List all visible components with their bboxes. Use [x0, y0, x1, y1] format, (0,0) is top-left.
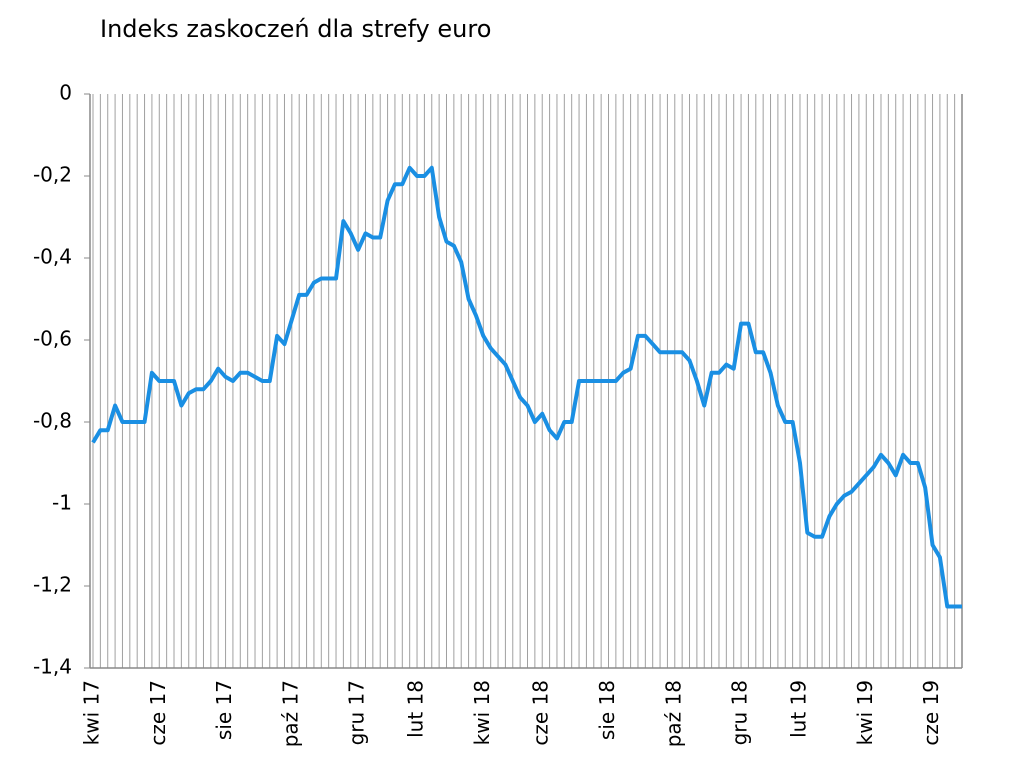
- chart-title: Indeks zaskoczeń dla strefy euro: [100, 15, 491, 43]
- x-tick-label: cze 19: [919, 680, 943, 746]
- y-tick-label: -0,2: [33, 163, 72, 187]
- x-tick-label: kwi 19: [853, 680, 877, 745]
- y-tick-label: -1,2: [33, 573, 72, 597]
- y-tick-label: -0,6: [33, 327, 72, 351]
- y-tick-label: -1: [52, 491, 72, 515]
- x-tick-label: gru 18: [728, 680, 752, 745]
- y-tick-label: -1,4: [33, 655, 72, 679]
- x-tick-label: kwi 17: [80, 680, 104, 745]
- y-tick-label: -0,4: [33, 245, 72, 269]
- x-tick-label: gru 17: [345, 680, 369, 745]
- x-tick-label: paź 17: [278, 680, 302, 747]
- x-tick-label: sie 17: [212, 680, 236, 740]
- x-tick-label: kwi 18: [470, 680, 494, 745]
- x-tick-label: paź 18: [661, 680, 685, 747]
- x-tick-label: cze 17: [146, 680, 170, 746]
- x-tick-label: lut 18: [404, 680, 428, 738]
- x-tick-label: sie 18: [595, 680, 619, 740]
- data-line: [91, 165, 962, 609]
- y-tick-label: -0,8: [33, 409, 72, 433]
- y-tick-label: 0: [59, 81, 72, 105]
- x-tick-label: lut 19: [786, 680, 810, 738]
- x-tick-label: cze 18: [529, 680, 553, 746]
